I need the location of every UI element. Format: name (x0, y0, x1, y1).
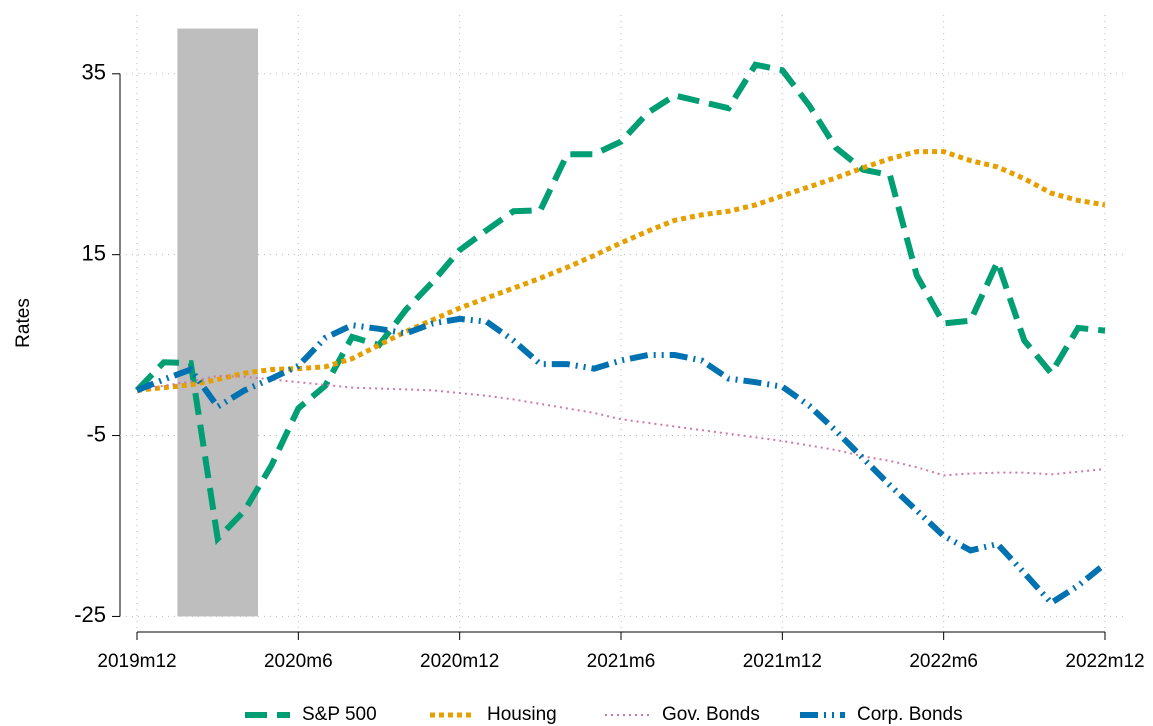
data-line (136, 374, 1106, 477)
legend-label: Housing (487, 704, 557, 725)
x-tick-label: 2020m12 (420, 651, 499, 672)
y-tick-label: -25 (74, 602, 106, 627)
x-tick-label: 2022m12 (1065, 651, 1144, 672)
legend-label: S&P 500 (302, 704, 377, 725)
x-tick-label: 2021m12 (743, 651, 822, 672)
legend-label: Gov. Bonds (662, 704, 760, 725)
y-axis-label: Rates (13, 298, 34, 348)
y-tick-label: -5 (86, 421, 106, 446)
y-tick-label: 15 (82, 240, 106, 265)
data-line (134, 61, 1106, 546)
shaded-period (177, 28, 258, 617)
x-tick-label: 2021m6 (587, 651, 656, 672)
legend-label: Corp. Bonds (857, 704, 963, 725)
data-line (136, 149, 1106, 393)
x-tick-label: 2020m6 (264, 651, 333, 672)
x-tick-label: 2022m6 (909, 651, 978, 672)
data-line (135, 315, 1107, 607)
y-tick-label: 35 (82, 60, 106, 85)
x-tick-label: 2019m12 (97, 651, 176, 672)
